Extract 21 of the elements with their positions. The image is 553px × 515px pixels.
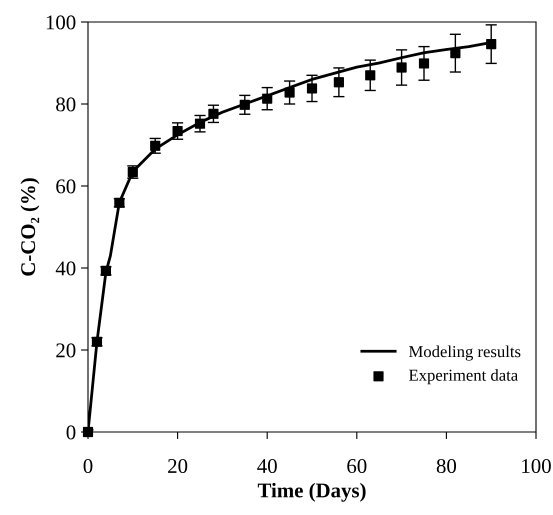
x-tick-label: 80: [436, 458, 456, 474]
y-tick-label: 100: [46, 15, 76, 30]
x-tick-label: 0: [84, 458, 92, 474]
y-tick-label: 80: [56, 97, 76, 112]
x-tick-label: 60: [347, 458, 366, 474]
point: [262, 94, 272, 104]
y-tick-label: 40: [56, 261, 76, 276]
y-tick-label: 60: [56, 179, 76, 194]
y-axis-title: C-CO₂ (%): [20, 178, 40, 276]
point: [194, 118, 206, 129]
point: [150, 140, 160, 151]
legend-label: Experiment data: [408, 369, 518, 384]
x-tick-label: 100: [522, 458, 551, 474]
x-tick-label: 40: [257, 458, 277, 474]
x-tick-label: 20: [168, 458, 188, 474]
point: [365, 70, 376, 80]
y-tick-label: 20: [56, 343, 76, 358]
point: [240, 100, 250, 110]
legend-label: Modeling results: [408, 345, 520, 361]
x-axis-title: Time (Days): [258, 482, 366, 502]
y-tick-label: 0: [66, 425, 76, 440]
